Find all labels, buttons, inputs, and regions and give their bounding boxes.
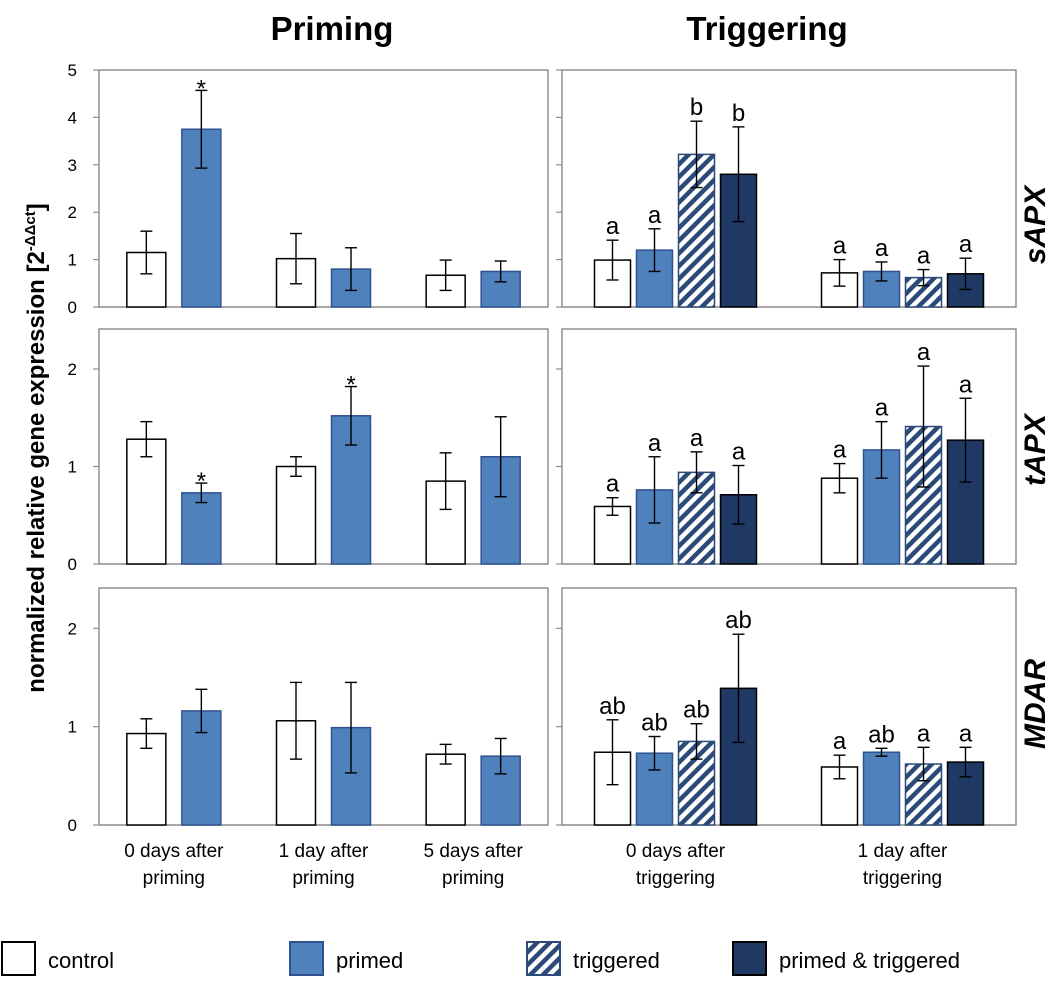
legend-item-triggered: triggered (526, 941, 660, 976)
legend-swatch (732, 941, 767, 976)
category-label: 5 days after (424, 841, 524, 862)
significance-label: a (606, 471, 620, 498)
category-label: priming (442, 868, 504, 889)
y-tick-label: 2 (68, 203, 77, 222)
significance-label: * (197, 468, 206, 495)
panel-triggering_tapx: a a a a a a a a tAPX (556, 328, 1052, 565)
bar-control (275, 465, 317, 565)
significance-label: ab (599, 693, 626, 720)
significance-label: a (959, 720, 973, 747)
legend-item-primed: primed (289, 941, 403, 976)
significance-label: a (959, 371, 973, 398)
y-tick-label: 5 (68, 61, 77, 80)
y-tick-label: 1 (68, 718, 77, 737)
significance-label: b (732, 100, 745, 127)
category-label: triggering (863, 868, 942, 889)
triggering-column-title: Triggering (686, 10, 847, 47)
significance-label: ab (725, 607, 752, 634)
y-axis-label: normalized relative gene expression [2-Δ… (22, 203, 50, 692)
significance-label: a (875, 395, 889, 422)
y-tick-label: 0 (68, 298, 77, 317)
legend-label: primed & triggered (779, 948, 960, 973)
legend-swatch (526, 941, 561, 976)
panel-priming_sapx: 0 1 2 3 4 5 * (68, 61, 549, 317)
y-tick-label: 0 (68, 816, 77, 835)
bar-triggered (677, 740, 716, 826)
significance-label: a (690, 425, 704, 452)
significance-label: a (917, 339, 931, 366)
significance-label: ab (683, 697, 710, 724)
y-axis-label-exponent: -ΔΔct (22, 211, 39, 251)
gene-label-sapx: sAPX (1019, 184, 1052, 264)
significance-label: * (197, 75, 206, 102)
bar-triggered (677, 471, 716, 565)
category-label: 0 days after (626, 841, 726, 862)
bar-control (126, 438, 167, 565)
significance-label: a (648, 202, 662, 229)
y-tick-label: 2 (68, 619, 77, 638)
y-tick-label: 0 (68, 555, 77, 574)
legend-label: primed (336, 948, 403, 973)
significance-label: a (648, 430, 662, 457)
significance-label: * (346, 372, 355, 399)
priming-column-title: Priming (271, 10, 394, 47)
bar-primed (330, 726, 372, 826)
category-label: 1 day after (858, 841, 948, 862)
bar-control (593, 505, 632, 565)
panel-priming_mdar: 0 1 2 0 days after priming 1 day after priming… (68, 587, 549, 889)
significance-label: a (875, 235, 889, 262)
significance-label: ab (641, 710, 668, 737)
y-axis-label-main: normalized relative gene expression [2 (23, 251, 50, 693)
legend-item-primed-triggered: primed & triggered (732, 941, 960, 976)
legend-swatch (289, 941, 324, 976)
significance-label: a (833, 728, 847, 755)
significance-label: a (732, 439, 746, 466)
gene-label-mdar: MDAR (1019, 659, 1052, 749)
category-label: priming (143, 868, 205, 889)
bar-primed (862, 751, 901, 826)
gene-label-tapx: tAPX (1019, 412, 1052, 486)
y-tick-label: 2 (68, 360, 77, 379)
significance-label: a (606, 213, 620, 240)
y-tick-label: 4 (68, 108, 77, 127)
legend-label: triggered (573, 948, 660, 973)
significance-label: b (690, 94, 703, 121)
legend-swatch (1, 941, 36, 976)
significance-label: ab (868, 721, 895, 748)
y-tick-label: 1 (68, 458, 77, 477)
legend-item-control: control (1, 941, 114, 976)
bar-primed (181, 492, 222, 565)
panel-triggering_sapx: a a b b a a a a sAPX (556, 69, 1052, 308)
bar-control (425, 753, 466, 826)
y-axis-label-end: ] (23, 203, 50, 211)
significance-label: a (917, 243, 931, 270)
y-tick-label: 1 (68, 251, 77, 270)
significance-label: a (917, 720, 931, 747)
legend-label: control (48, 948, 114, 973)
significance-label: a (833, 233, 847, 260)
category-label: 1 day after (279, 841, 369, 862)
y-tick-label: 3 (68, 156, 77, 175)
category-label: 0 days after (124, 841, 224, 862)
bar-primed (480, 755, 521, 826)
significance-label: a (959, 231, 973, 258)
category-label: triggering (636, 868, 715, 889)
category-label: priming (292, 868, 354, 889)
panel-priming_tapx: 0 1 2 * * (68, 328, 549, 574)
legend: control primed triggered primed & triggered (1, 941, 960, 976)
significance-label: a (833, 437, 847, 464)
bar-control (820, 766, 859, 826)
